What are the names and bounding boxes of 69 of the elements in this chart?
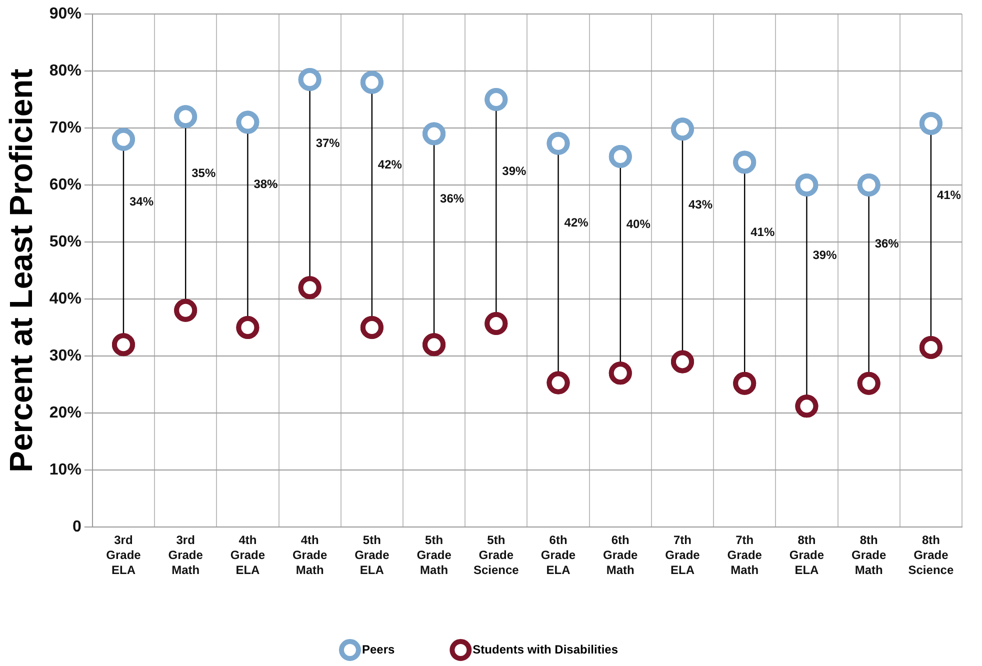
y-tick-label: 40% [49,290,82,308]
annotation: 34% [129,194,154,208]
y-tick-label: 10% [49,461,82,478]
point [670,350,694,374]
point [546,371,570,394]
x-tick-label: 7th Grade ELA [665,532,700,577]
annotation: 40% [626,217,651,232]
point [608,362,632,385]
x-tick-label: 8th Grade Math [851,532,886,577]
y-tick-label: 30% [49,347,82,364]
y-tick-label: 50% [49,233,82,250]
x-tick-label: 4th Grade Math [292,532,328,577]
y-tick-label: 90% [49,5,82,22]
point [298,68,322,92]
x-tick-label: 3rd Grade ELA [106,532,142,577]
point [733,150,756,174]
x-tick-label: 5th Grade Science [473,532,520,577]
y-tick-label: 80% [49,62,82,80]
x-tick-label: 8th Grade Science [908,532,954,577]
x-tick-label: 5th Grade ELA [354,532,390,577]
point [546,132,570,155]
y-tick-label: 20% [49,404,82,422]
annotation: 39% [502,164,527,178]
legend-label: Students with Disabilities [472,642,618,656]
point [112,333,135,356]
annotation: 43% [688,198,713,212]
point [484,312,508,336]
point [795,174,818,196]
point [236,110,260,134]
x-tick-label: 7th Grade Math [727,532,762,577]
annotation: 41% [750,225,775,240]
point [484,88,508,111]
point [857,174,880,196]
annotation: 38% [254,177,278,192]
point [608,145,632,168]
point [919,336,942,359]
point [174,298,198,322]
y-axis-title: Percent at Least Proficient [3,68,40,472]
point [360,70,384,94]
x-tick-label: 6th Grade ELA [540,532,576,577]
y-tick-label: 0 [72,518,82,536]
x-tick-label: 8th Grade ELA [789,532,824,577]
x-tick-label: 5th Grade Math [416,532,452,577]
annotation: 41% [936,188,962,202]
x-tick-label: 3rd Grade Math [168,532,204,577]
x-tick-label: 4th Grade ELA [230,532,266,577]
y-tick-label: 60% [49,176,82,194]
point [112,128,135,151]
point [795,394,818,418]
point [733,372,756,395]
annotation: 35% [192,166,216,180]
point [360,316,384,339]
legend-label: Peers [362,642,395,656]
point [422,122,446,146]
point [422,333,446,356]
annotation: 39% [812,248,838,262]
annotation: 36% [874,236,900,250]
annotation: 36% [440,191,464,206]
point [298,276,322,300]
point [670,118,694,141]
annotation: 42% [378,157,402,172]
point [919,112,942,135]
point [236,316,260,339]
annotation: 42% [564,215,589,230]
annotation: 37% [316,136,340,150]
x-tick-label: 6th Grade Math [603,532,638,577]
point [174,105,198,128]
y-tick-label: 70% [49,119,82,136]
point [857,372,880,395]
